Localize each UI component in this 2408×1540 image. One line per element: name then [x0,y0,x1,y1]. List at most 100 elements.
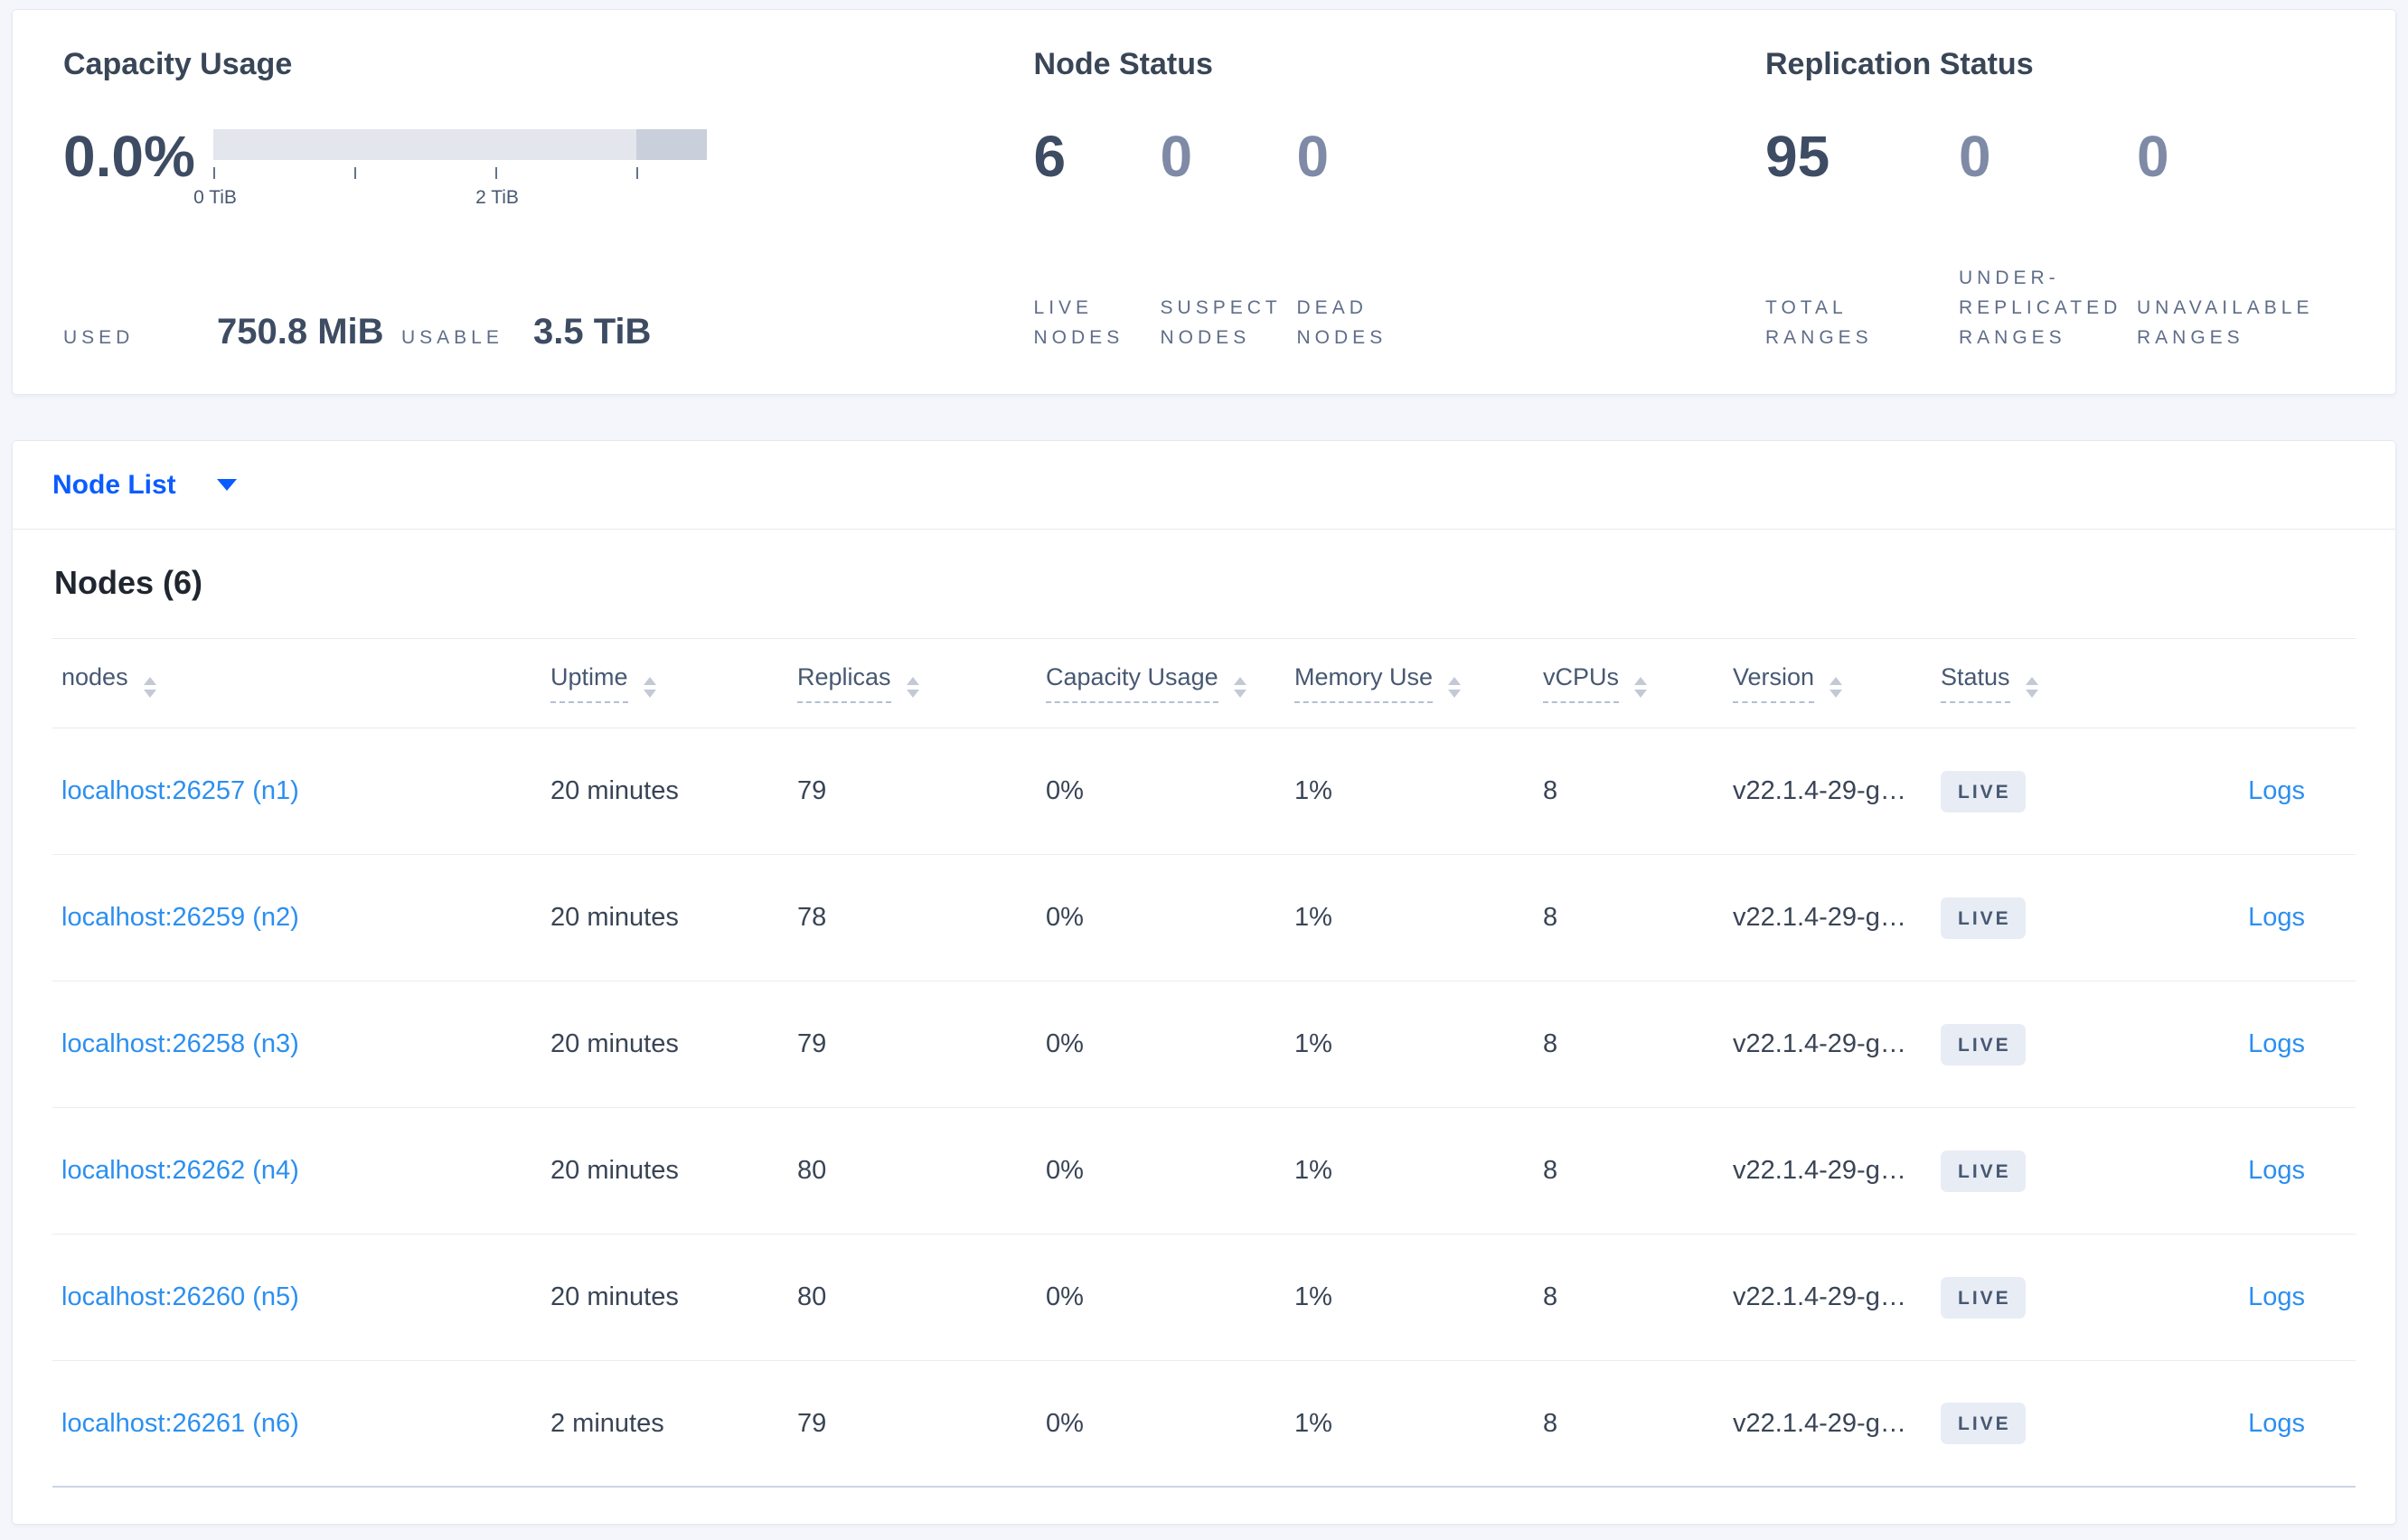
vcpus-cell: 8 [1543,1282,1558,1311]
status-badge: LIVE [1941,770,2026,812]
version-cell: v22.1.4-29-g… [1733,776,1906,805]
node-link[interactable]: localhost:26260 (n5) [61,1282,299,1311]
summary-stat: 0 SUSPECT NODES [1161,127,1297,352]
vcpus-cell: 8 [1543,1408,1558,1438]
node-link[interactable]: localhost:26259 (n2) [61,903,299,932]
summary-stat: 95 TOTAL RANGES [1765,127,1959,352]
memory-use-cell: 1% [1294,903,1332,932]
column-header-capacity-usage[interactable]: Capacity Usage [1046,663,1294,703]
uptime-cell: 20 minutes [550,903,679,932]
sort-down-icon [2025,690,2038,698]
capacity-bar-chart: 0 TiB 2 TiB [193,129,707,229]
memory-use-cell: 1% [1294,1029,1332,1058]
stat-value: 0 [1160,124,1193,189]
column-header-replicas[interactable]: Replicas [797,663,1046,703]
usable-value: 3.5 TiB [533,312,652,352]
column-header-nodes[interactable]: nodes [52,663,550,703]
status-badge: LIVE [1941,1150,2026,1192]
vcpus-cell: 8 [1543,1156,1558,1185]
capacity-usage-cell: 0% [1046,903,1084,932]
sort-icon [1448,677,1462,698]
logs-link[interactable]: Logs [2248,903,2305,932]
capacity-gauge: 0.0% 0 TiB 2 TiB [63,127,1034,229]
node-list-dropdown-label: Node List [52,469,176,500]
node-link[interactable]: localhost:26261 (n6) [61,1408,299,1438]
version-cell: v22.1.4-29-g… [1733,1282,1906,1311]
sort-up-icon [1233,677,1246,685]
logs-link[interactable]: Logs [2248,1408,2305,1438]
sort-down-icon [1634,690,1648,698]
stat-label: UNAVAILABLE RANGES [2137,297,2314,348]
sort-up-icon [143,677,156,685]
capacity-usage-cell: 0% [1046,1029,1084,1058]
sort-icon [143,677,156,698]
replicas-cell: 79 [797,1029,827,1058]
stat-label: LIVE NODES [1033,297,1124,348]
logs-link[interactable]: Logs [2248,1156,2305,1185]
replicas-cell: 80 [797,1282,827,1311]
replicas-cell: 79 [797,776,827,805]
node-link[interactable]: localhost:26262 (n4) [61,1156,299,1185]
summary-stat: 0 DEAD NODES [1297,127,1451,352]
sort-icon [1634,677,1648,698]
status-badge: LIVE [1941,1276,2026,1319]
axis-tick-label: 2 TiB [475,187,519,208]
uptime-cell: 20 minutes [550,776,679,805]
capacity-usage-cell: 0% [1046,1408,1084,1438]
node-status-stats: 6 LIVE NODES 0 SUSPECT NODES 0 DEAD NODE… [1034,127,1765,352]
capacity-usage-section: Capacity Usage 0.0% 0 TiB 2 TiB USED 7 [63,46,1034,352]
sort-down-icon [1830,690,1843,698]
vcpus-cell: 8 [1543,1029,1558,1058]
sort-up-icon [1634,677,1648,685]
node-list-body: Nodes (6) nodes Uptime Replicas Capacity… [13,564,2395,1488]
sort-down-icon [1448,690,1462,698]
sort-icon [643,677,656,698]
column-header-uptime[interactable]: Uptime [550,663,797,703]
stat-value: 95 [1765,124,1830,189]
status-badge: LIVE [1941,1403,2026,1444]
sort-up-icon [643,677,656,685]
node-list-dropdown[interactable]: Node List [13,441,2395,530]
replicas-cell: 79 [797,1408,827,1438]
column-header-vcpus[interactable]: vCPUs [1543,663,1733,703]
sort-icon [2025,677,2038,698]
stat-value: 0 [1296,124,1330,189]
replicas-cell: 80 [797,1156,827,1185]
nodes-table: nodes Uptime Replicas Capacity Usage Mem… [52,638,2356,1488]
version-cell: v22.1.4-29-g… [1733,1156,1906,1185]
nodes-heading: Nodes (6) [54,564,203,601]
sort-icon [1830,677,1843,698]
logs-link[interactable]: Logs [2248,1029,2305,1058]
version-cell: v22.1.4-29-g… [1733,903,1906,932]
node-link[interactable]: localhost:26258 (n3) [61,1029,299,1058]
summary-stat: 0 UNAVAILABLE RANGES [2137,127,2345,352]
column-header-version[interactable]: Version [1733,663,1941,703]
sort-up-icon [1830,677,1843,685]
table-row: localhost:26259 (n2) 20 minutes 78 0% 1%… [52,855,2356,981]
stat-value: 0 [2137,124,2169,189]
used-label: USED [63,327,135,348]
vcpus-cell: 8 [1543,903,1558,932]
table-row: localhost:26261 (n6) 2 minutes 79 0% 1% … [52,1361,2356,1488]
capacity-usage-title: Capacity Usage [63,47,293,81]
replication-status-stats: 95 TOTAL RANGES 0 UNDER-REPLICATED RANGE… [1765,127,2345,352]
node-link[interactable]: localhost:26257 (n1) [61,776,299,805]
capacity-usage-cell: 0% [1046,1156,1084,1185]
logs-link[interactable]: Logs [2248,776,2305,805]
version-cell: v22.1.4-29-g… [1733,1029,1906,1058]
column-header-status[interactable]: Status [1941,663,2162,703]
capacity-usage-cell: 0% [1046,776,1084,805]
node-status-section: Node Status 6 LIVE NODES 0 SUSPECT NODES… [1034,46,1765,352]
node-list-card: Node List Nodes (6) nodes Uptime Replica… [12,440,2396,1525]
memory-use-cell: 1% [1294,776,1332,805]
node-status-title: Node Status [1033,47,1213,81]
axis-tick [354,167,356,179]
uptime-cell: 2 minutes [550,1408,664,1438]
logs-link[interactable]: Logs [2248,1282,2305,1311]
column-header-memory-use[interactable]: Memory Use [1294,663,1543,703]
memory-use-cell: 1% [1294,1408,1332,1438]
table-row: localhost:26258 (n3) 20 minutes 79 0% 1%… [52,981,2356,1108]
table-body: localhost:26257 (n1) 20 minutes 79 0% 1%… [52,728,2356,1488]
axis-tick-label: 0 TiB [193,187,237,208]
